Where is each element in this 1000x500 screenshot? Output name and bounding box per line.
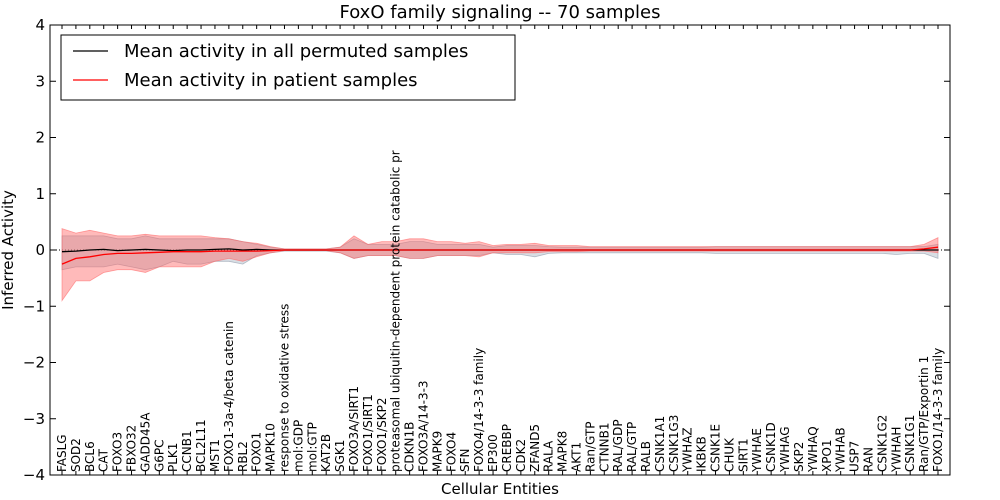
series-line-patient (61, 246, 939, 265)
x-tick-label: MAPK8 (556, 431, 570, 472)
x-tick-label: GADD45A (138, 412, 152, 472)
x-tick-label: mol:GTP (305, 422, 319, 472)
x-tick-label: ZFAND5 (528, 424, 542, 472)
x-tick-label: FOXO1/14-3-3 family (931, 348, 945, 472)
x-tick-label: CREBBP (500, 424, 514, 472)
x-tick-label: MST1 (208, 439, 222, 472)
x-tick-label: FASLG (55, 434, 69, 472)
x-tick-label: USP7 (848, 441, 862, 472)
legend-label-patient: Mean activity in patient samples (124, 70, 418, 91)
y-tick-label: 4 (35, 16, 45, 34)
x-tick-label: FOXO1 (250, 432, 264, 472)
x-tick-label: FOXO3 (111, 432, 125, 472)
x-tick-label: RALA (542, 440, 556, 472)
y-tick-label: −2 (23, 354, 45, 372)
y-tick-label: 1 (35, 185, 45, 203)
x-tick-label: G6PC (152, 439, 166, 472)
x-axis-label: Cellular Entities (441, 480, 559, 498)
x-tick-label: MAPK9 (430, 431, 444, 472)
x-tick-label: BCL2L11 (194, 419, 208, 472)
x-tick-label: SIRT1 (736, 438, 750, 472)
x-tick-label: CTNNB1 (597, 422, 611, 472)
x-tick-label: FOXO4/14-3-3 family (472, 348, 486, 472)
y-tick-label: 3 (35, 72, 45, 90)
x-tick-label: KAT2B (319, 434, 333, 472)
x-tick-label: YWHAQ (806, 426, 820, 473)
y-tick-label: −3 (23, 410, 45, 428)
x-tick-label: RAL/GTP (625, 422, 639, 472)
x-tick-label: CSNK1D (764, 422, 778, 472)
x-tick-label: FOXO4 (444, 432, 458, 472)
y-tick-label: −1 (23, 297, 45, 315)
plot-area: −4 −3 −2 −1 0 1 2 3 4 FASLG SOD2 BCL6 CAT FOXO3 FBXO32… (23, 16, 951, 484)
x-tick-label: RAL/GDP (611, 419, 625, 472)
x-tick-label: YWHAZ (681, 427, 695, 473)
legend: Mean activity in all permuted samples Me… (60, 34, 516, 101)
x-tick-label: FOXO3A/SIRT1 (347, 386, 361, 472)
x-tick-label: mol:GDP (291, 420, 305, 472)
x-tick-label: FBXO32 (125, 425, 139, 472)
x-tick-label: CCNB1 (180, 430, 194, 472)
chart-title: FoxO family signaling -- 70 samples (340, 2, 661, 23)
x-tick-label: RBL2 (236, 441, 250, 472)
x-tick-label: CAT (97, 448, 111, 472)
x-tick-label: FOXO1/SKP2 (375, 397, 389, 472)
x-tick-label: YWHAH (889, 427, 903, 473)
x-tick-label: CSNK1A1 (653, 416, 667, 472)
x-tick-label: AKT1 (569, 442, 583, 472)
x-tick-label: CSNK1G1 (903, 415, 917, 472)
x-tick-label: SKP2 (792, 442, 806, 472)
x-tick-label: PLK1 (166, 443, 180, 472)
x-tick-label: EP300 (486, 434, 500, 472)
x-tick-label: proteasomal ubiquitin-dependent protein … (389, 150, 403, 472)
x-tick-label: YWHAB (834, 427, 848, 473)
x-tick-label: Ran/GTP/Exportin 1 (917, 356, 931, 472)
x-tick-label: BCL6 (83, 441, 97, 472)
x-tick-label: RALB (639, 441, 653, 472)
y-axis-label: Inferred Activity (0, 190, 17, 310)
legend-box (60, 34, 516, 101)
x-tick-label: Ran/GTP (583, 421, 597, 472)
x-tick-label: XPO1 (820, 439, 834, 472)
x-tick-label: FOXO1-3a-4/beta catenin (222, 321, 236, 472)
x-tick-label: SOD2 (69, 438, 83, 472)
y-tick-label: 2 (35, 129, 45, 147)
y-tick-label: −4 (23, 466, 45, 484)
y-tick-label: 0 (35, 241, 45, 259)
x-tick-label: SFN (458, 449, 472, 473)
x-tick-label: FOXO3A/14-3-3 (417, 380, 431, 472)
x-tick-label: CSNK1G2 (875, 415, 889, 472)
x-tick-label: CDK2 (514, 439, 528, 472)
x-tick-label: IKBKB (695, 436, 709, 472)
x-tick-label: SGK1 (333, 440, 347, 472)
x-tick-label: FOXO1/SIRT1 (361, 394, 375, 472)
x-tick-label: CHUK (722, 437, 736, 472)
x-tick-label: CSNK1G3 (667, 415, 681, 472)
x-tick-label: CDKN1B (403, 422, 417, 472)
x-tick-label: CSNK1E (709, 424, 723, 472)
x-tick-label: response to oxidative stress (277, 304, 291, 472)
x-tick-label: YWHAG (778, 426, 792, 473)
x-tick-label: YWHAE (750, 428, 764, 473)
x-tick-label: MAPK10 (264, 423, 278, 472)
legend-label-permuted: Mean activity in all permuted samples (124, 41, 468, 62)
x-tick-label: RAN (861, 447, 875, 472)
band-patient (61, 228, 939, 302)
